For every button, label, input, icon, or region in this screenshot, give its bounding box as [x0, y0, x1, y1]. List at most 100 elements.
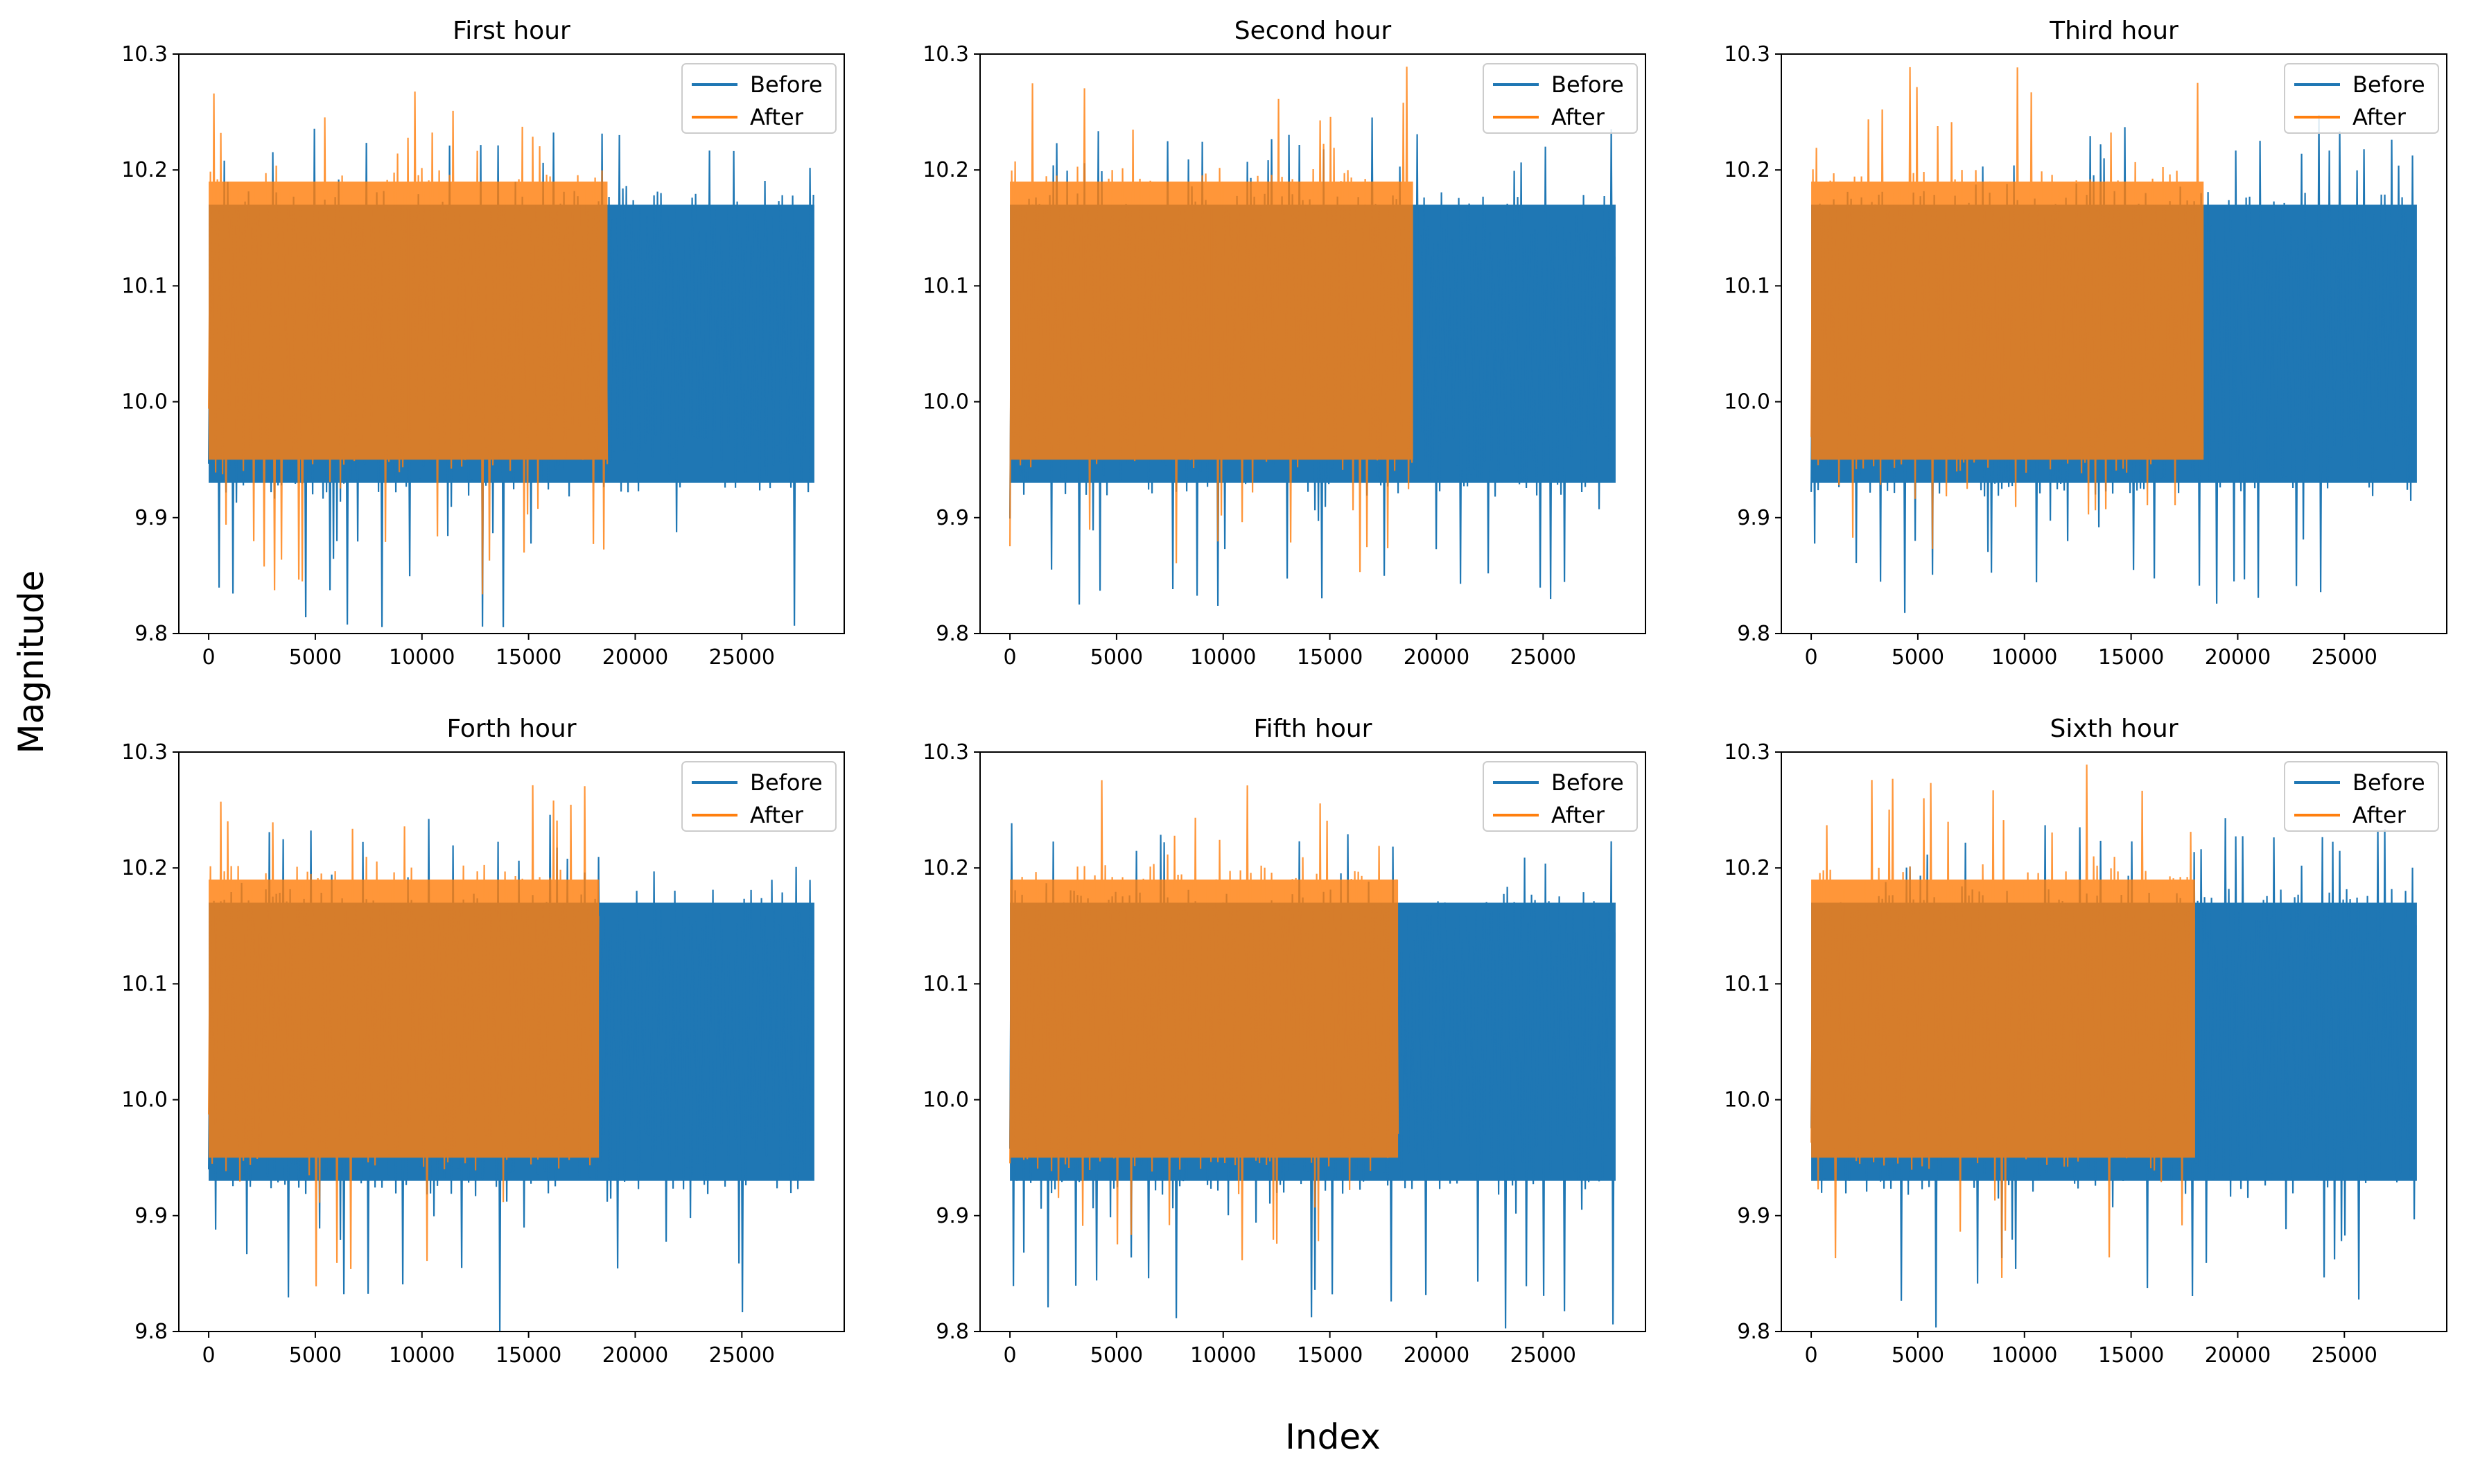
- legend-label: After: [750, 802, 804, 828]
- legend: Before After: [2284, 761, 2439, 832]
- y-tick-label: 10.1: [923, 972, 969, 996]
- legend-label: After: [750, 104, 804, 130]
- axes-frame: [178, 53, 845, 634]
- y-tick-label: 9.9: [134, 1204, 168, 1228]
- legend-label: After: [1551, 104, 1605, 130]
- legend: Before After: [1483, 63, 1638, 134]
- legend: Before After: [681, 63, 837, 134]
- y-tick-label: 9.9: [1737, 1204, 1770, 1228]
- y-tick-label: 10.3: [121, 42, 168, 67]
- subplot-title: First hour: [453, 17, 570, 45]
- y-tick-label: 10.2: [923, 158, 969, 182]
- y-tick-label: 10.0: [121, 390, 168, 414]
- x-tick-label: 0: [1805, 1343, 1818, 1368]
- x-tick-label: 10000: [1991, 1343, 2057, 1368]
- series-after: [1810, 67, 2204, 549]
- x-tick-label: 5000: [289, 645, 342, 670]
- series-line: [208, 91, 609, 595]
- y-tick-label: 9.8: [1737, 622, 1770, 646]
- axes-frame: [979, 53, 1646, 634]
- y-tick-label: 9.9: [936, 506, 969, 530]
- plot-area: [1009, 67, 1616, 606]
- y-tick-label: 10.0: [1724, 1088, 1770, 1112]
- y-tick-label: 9.8: [134, 622, 168, 646]
- y-tick-label: 10.1: [121, 972, 168, 996]
- x-tick-label: 5000: [1090, 645, 1143, 670]
- series-after: [1009, 67, 1413, 573]
- legend: Before After: [2284, 63, 2439, 134]
- legend-label: Before: [2352, 71, 2425, 98]
- y-tick-label: 9.8: [936, 622, 969, 646]
- x-tick-label: 10000: [1190, 645, 1256, 670]
- y-tick-label: 10.2: [121, 158, 168, 182]
- x-tick-label: 25000: [2312, 645, 2377, 670]
- plot-area: [1009, 780, 1616, 1329]
- subplot-title: Forth hour: [446, 715, 576, 743]
- x-tick-label: 5000: [1090, 1343, 1143, 1368]
- y-tick-label: 10.0: [923, 1088, 969, 1112]
- x-tick-label: 25000: [1510, 1343, 1576, 1368]
- x-tick-label: 5000: [289, 1343, 342, 1368]
- plot-area: [208, 785, 814, 1332]
- y-tick-label: 9.9: [936, 1204, 969, 1228]
- y-tick-label: 10.3: [923, 42, 969, 67]
- x-tick-label: 25000: [1510, 645, 1576, 670]
- x-tick-label: 10000: [1190, 1343, 1256, 1368]
- y-tick-label: 10.2: [1724, 158, 1770, 182]
- plot-area: [1810, 765, 2417, 1328]
- legend-label: Before: [1551, 71, 1624, 98]
- figure-xlabel: Index: [1285, 1417, 1381, 1457]
- x-tick-label: 5000: [1892, 645, 1944, 670]
- x-tick-label: 15000: [2098, 645, 2164, 670]
- subplot-1: First hour 0 5000 10000 15000 20000 25000 9.8 9.…: [121, 17, 845, 670]
- x-tick-label: 15000: [1297, 645, 1363, 670]
- x-tick-label: 15000: [2098, 1343, 2164, 1368]
- x-tick-label: 10000: [389, 645, 455, 670]
- y-tick-label: 10.3: [923, 740, 969, 765]
- legend: Before After: [1483, 761, 1638, 832]
- legend: Before After: [681, 761, 837, 832]
- y-tick-label: 10.3: [121, 740, 168, 765]
- x-tick-label: 20000: [1404, 1343, 1469, 1368]
- legend-label: After: [2352, 802, 2407, 828]
- x-tick-label: 0: [1805, 645, 1818, 670]
- series-after: [208, 785, 600, 1286]
- x-tick-label: 25000: [709, 1343, 775, 1368]
- x-tick-label: 5000: [1892, 1343, 1944, 1368]
- y-tick-label: 10.1: [121, 274, 168, 298]
- subplot-title: Second hour: [1234, 17, 1392, 45]
- y-tick-label: 9.9: [1737, 506, 1770, 530]
- subplot-5: Fifth hour 0 5000 10000 15000 20000 25000 9.8 9.…: [923, 715, 1646, 1368]
- x-tick-label: 15000: [1297, 1343, 1363, 1368]
- y-tick-label: 10.1: [1724, 274, 1770, 298]
- series-after: [1810, 765, 2195, 1278]
- subplot-3: Third hour 0 5000 10000 15000 20000 25000 9.8 9.…: [1724, 17, 2447, 670]
- x-tick-label: 20000: [602, 645, 668, 670]
- series-after: [208, 91, 609, 595]
- y-tick-label: 9.8: [1737, 1320, 1770, 1344]
- subplot-title: Fifth hour: [1254, 715, 1372, 743]
- y-tick-label: 9.8: [936, 1320, 969, 1344]
- axes-frame: [1781, 751, 2447, 1332]
- plot-area: [1810, 67, 2417, 613]
- y-tick-label: 10.2: [1724, 856, 1770, 880]
- plot-area: [208, 91, 814, 627]
- x-tick-label: 20000: [1404, 645, 1469, 670]
- y-tick-label: 10.1: [923, 274, 969, 298]
- x-tick-label: 0: [202, 1343, 216, 1368]
- y-tick-label: 10.1: [1724, 972, 1770, 996]
- y-tick-label: 10.0: [1724, 390, 1770, 414]
- legend-label: Before: [2352, 769, 2425, 796]
- x-tick-label: 0: [1004, 645, 1017, 670]
- axes-frame: [178, 751, 845, 1332]
- legend-label: After: [2352, 104, 2407, 130]
- x-tick-label: 0: [1004, 1343, 1017, 1368]
- legend-label: Before: [750, 71, 823, 98]
- y-tick-label: 10.2: [121, 856, 168, 880]
- figure-ylabel: Magnitude: [11, 570, 51, 754]
- y-tick-label: 10.0: [923, 390, 969, 414]
- subplot-6: Sixth hour 0 5000 10000 15000 20000 25000 9.8 9.…: [1724, 715, 2447, 1368]
- subplot-2: Second hour 0 5000 10000 15000 20000 25000 9.8 9…: [923, 17, 1646, 670]
- subplot-title: Third hour: [2049, 17, 2179, 45]
